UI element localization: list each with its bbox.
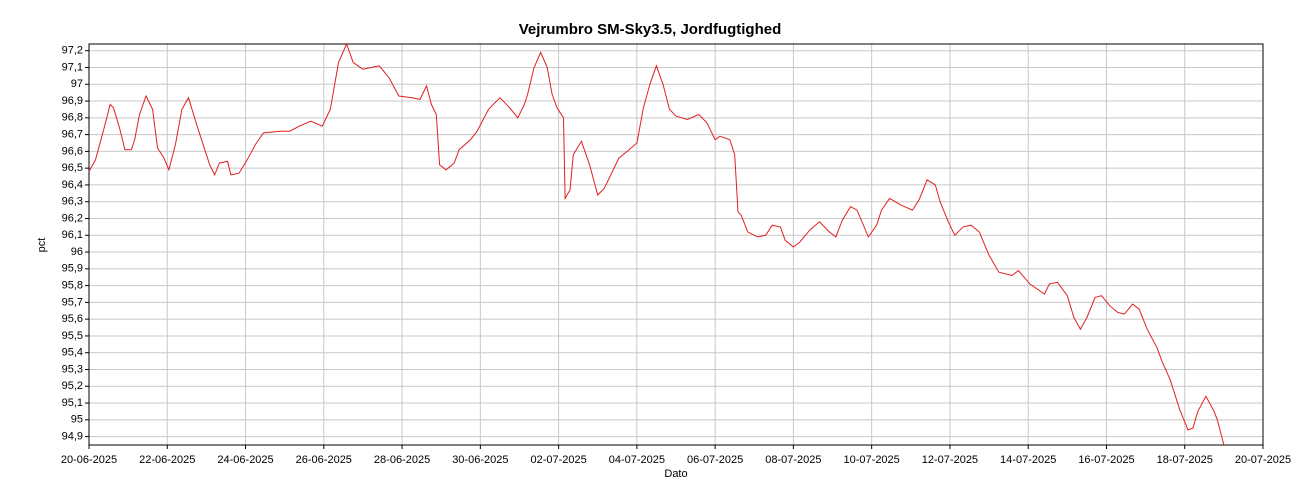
y-tick-label: 95,4 [62, 347, 83, 359]
x-axis-label: Dato [664, 468, 687, 480]
x-tick-label: 14-07-2025 [1000, 454, 1056, 466]
y-tick-label: 96,6 [62, 145, 83, 157]
chart-title: Vejrumbro SM-Sky3.5, Jordfugtighed [519, 21, 782, 38]
x-tick-label: 08-07-2025 [765, 454, 821, 466]
x-tick-label: 26-06-2025 [296, 454, 352, 466]
y-tick-label: 96,3 [62, 196, 83, 208]
y-tick-label: 95,3 [62, 363, 83, 375]
y-tick-label: 96,2 [62, 212, 83, 224]
data-line [88, 42, 1225, 446]
x-tick-label: 24-06-2025 [217, 454, 273, 466]
y-tick-label: 97,2 [62, 45, 83, 57]
y-tick-label: 95,7 [62, 296, 83, 308]
y-tick-label: 96 [71, 246, 83, 258]
y-tick-label: 96,7 [62, 129, 83, 141]
x-tick-label: 30-06-2025 [452, 454, 508, 466]
y-tick-label: 96,5 [62, 162, 83, 174]
y-tick-label: 95 [71, 414, 83, 426]
x-tick-label: 10-07-2025 [844, 454, 900, 466]
x-tick-label: 18-07-2025 [1157, 454, 1213, 466]
x-tick-label: 22-06-2025 [139, 454, 195, 466]
y-tick-label: 96,1 [62, 229, 83, 241]
x-tick-label: 28-06-2025 [374, 454, 430, 466]
y-tick-label: 97 [71, 78, 83, 90]
x-tick-label: 16-07-2025 [1078, 454, 1134, 466]
y-tick-label: 94,9 [62, 431, 83, 443]
x-tick-label: 04-07-2025 [609, 454, 665, 466]
y-tick-label: 96,8 [62, 112, 83, 124]
y-tick-label: 95,2 [62, 380, 83, 392]
y-tick-label: 97,1 [62, 61, 83, 73]
y-tick-label: 95,1 [62, 397, 83, 409]
plot-frame [88, 43, 1264, 446]
x-tick-label: 12-07-2025 [922, 454, 978, 466]
y-tick-label: 95,8 [62, 280, 83, 292]
y-axis-label: pct [36, 238, 48, 253]
y-tick-label: 95,9 [62, 263, 83, 275]
y-tick-label: 95,6 [62, 313, 83, 325]
y-tick-label: 96,4 [62, 179, 83, 191]
x-tick-label: 06-07-2025 [687, 454, 743, 466]
x-tick-label: 20-06-2025 [61, 454, 117, 466]
y-tick-label: 95,5 [62, 330, 83, 342]
y-tick-label: 96,9 [62, 95, 83, 107]
x-tick-label: 20-07-2025 [1235, 454, 1291, 466]
x-tick-label: 02-07-2025 [530, 454, 586, 466]
